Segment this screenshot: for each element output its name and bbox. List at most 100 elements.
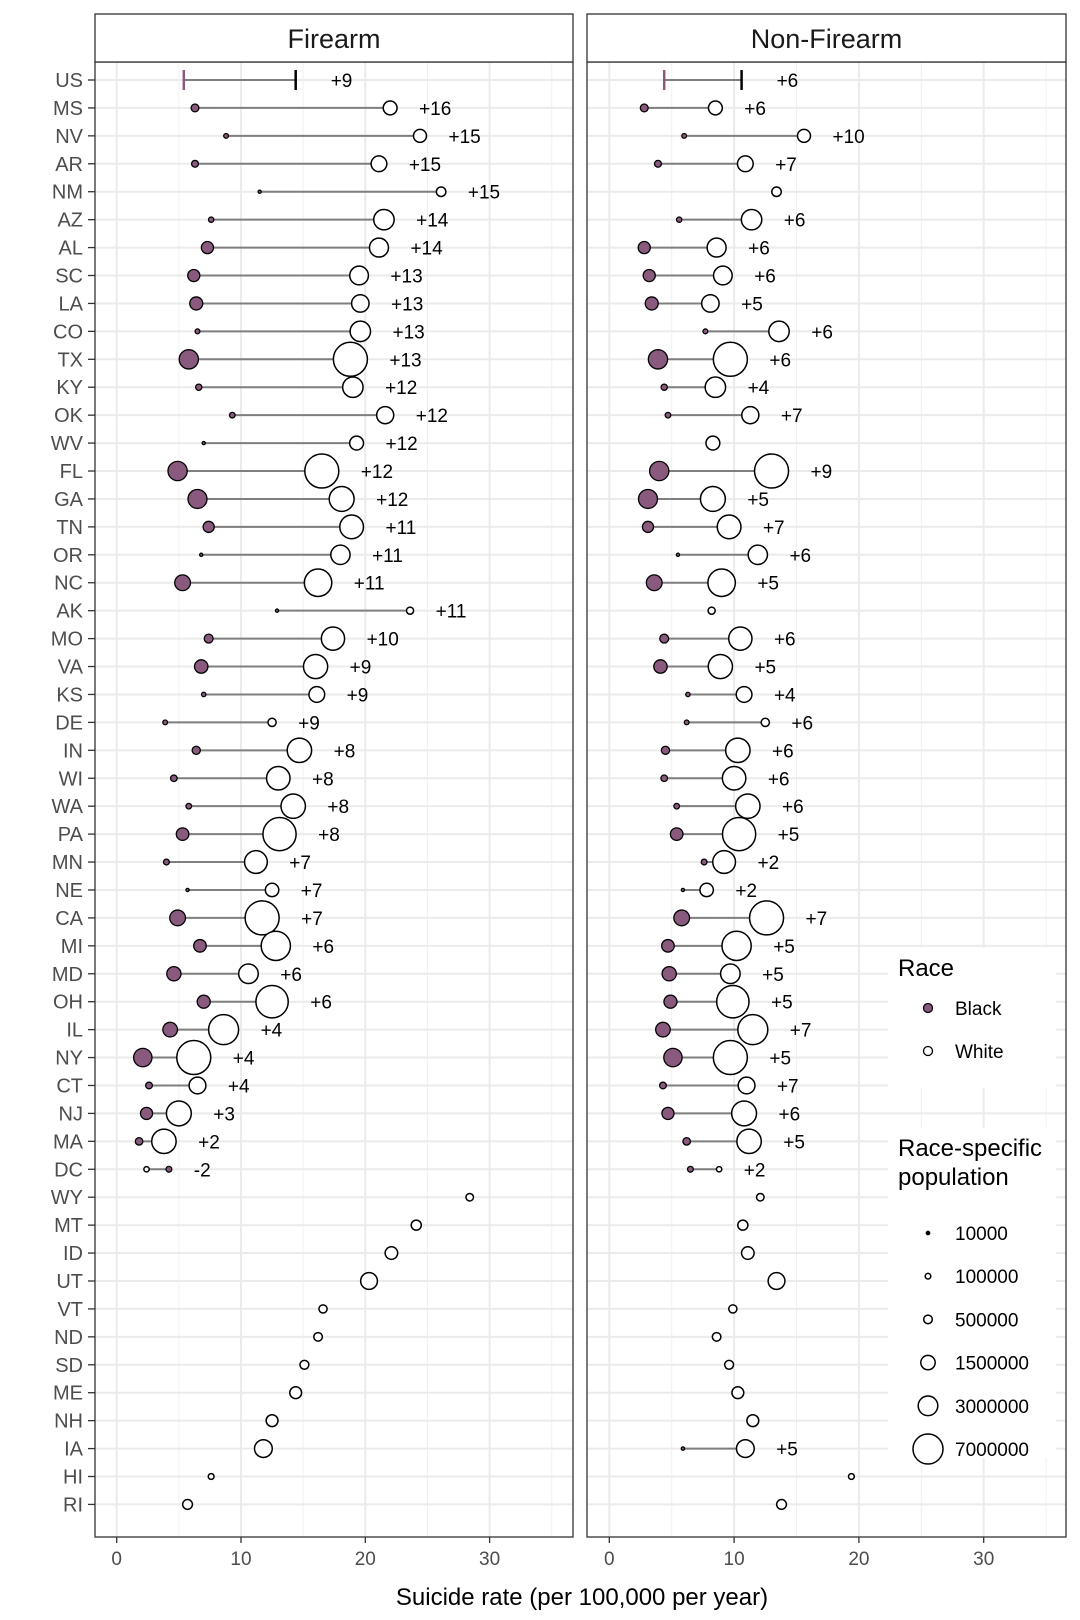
white-rate-point <box>264 882 280 898</box>
black-rate-point <box>673 802 681 810</box>
difference-label: +2 <box>735 881 757 902</box>
x-tick-label: 30 <box>479 1549 500 1570</box>
row-or: +6 <box>675 544 811 567</box>
black-rate-point <box>661 938 675 953</box>
row-ca: +7 <box>673 900 828 936</box>
row-fl: +9 <box>648 453 832 489</box>
white-rate-point <box>349 265 370 286</box>
y-tick-label: MA <box>53 1131 84 1153</box>
black-rate-point <box>190 159 200 168</box>
row-id <box>384 1246 399 1261</box>
row-ny: +5 <box>663 1039 791 1076</box>
black-rate-point <box>680 1446 686 1451</box>
panel-firearm: Firearm 0 10 20 30 +9 +16 +15 +15 +15 +14 +14 +13 +13… <box>94 13 574 1570</box>
black-rate-point <box>641 520 655 534</box>
row-la: +13 <box>189 293 423 315</box>
row-ak: +11 <box>274 602 466 623</box>
difference-label: +12 <box>376 490 408 511</box>
row-nh <box>265 1413 279 1428</box>
row-ut <box>359 1271 379 1291</box>
row-ca: +7 <box>169 900 323 936</box>
difference-label: +5 <box>741 294 763 315</box>
white-rate-point <box>707 606 716 615</box>
white-rate-point <box>368 237 390 258</box>
difference-label: +12 <box>361 462 393 483</box>
y-tick-label: MO <box>51 629 83 651</box>
row-co: +6 <box>702 320 833 343</box>
row-nc: +11 <box>174 568 385 598</box>
row-al: +14 <box>200 237 443 260</box>
x-tick-label: 0 <box>111 1549 122 1570</box>
black-rate-point <box>162 1021 179 1038</box>
row-nd <box>313 1331 324 1342</box>
row-va: +5 <box>653 653 776 680</box>
black-rate-point <box>132 1047 153 1068</box>
black-rate-point <box>187 488 208 510</box>
y-tick-label: KY <box>56 377 83 399</box>
black-rate-point <box>663 994 678 1009</box>
y-tick-label: PA <box>58 824 84 846</box>
row-il: +4 <box>162 1013 283 1046</box>
white-rate-point <box>767 1271 786 1291</box>
row-hi <box>847 1472 856 1481</box>
white-rate-point <box>313 1331 324 1342</box>
row-oh: +6 <box>196 984 332 1019</box>
row-us: +6 <box>662 70 798 92</box>
difference-label: +6 <box>772 741 794 762</box>
row-ky: +12 <box>194 376 417 399</box>
black-rate-point <box>178 349 200 370</box>
difference-label: +6 <box>310 993 332 1014</box>
row-sd <box>299 1359 310 1370</box>
difference-label: +5 <box>754 658 776 679</box>
y-tick-label: MD <box>52 964 83 986</box>
legend-size-label: 1500000 <box>955 1354 1029 1375</box>
black-rate-point <box>700 858 708 866</box>
row-ms: +6 <box>639 99 766 120</box>
white-rate-point <box>280 793 307 820</box>
x-tick-label: 20 <box>848 1549 869 1570</box>
difference-label: +14 <box>416 211 449 232</box>
difference-label: +7 <box>790 1021 812 1042</box>
black-rate-point <box>647 349 669 370</box>
white-rate-point <box>711 849 737 875</box>
black-rate-point <box>659 633 670 644</box>
difference-label: +3 <box>213 1104 235 1125</box>
y-tick-label: SD <box>55 1355 83 1377</box>
difference-label: +7 <box>301 881 323 902</box>
black-rate-point <box>637 488 659 510</box>
difference-label: +4 <box>748 378 770 399</box>
facet-strip <box>586 13 1067 63</box>
y-tick-label: DC <box>54 1159 83 1181</box>
white-rate-point <box>723 1359 735 1370</box>
row-ar: +15 <box>190 155 441 176</box>
x-tick-label: 10 <box>230 1549 251 1570</box>
white-rate-point <box>207 1472 215 1481</box>
white-rate-point <box>727 1304 738 1314</box>
black-rate-point <box>193 938 207 953</box>
difference-label: +5 <box>776 1440 798 1461</box>
legend-black-label: Black <box>955 999 1002 1020</box>
y-tick-label: AK <box>56 601 83 623</box>
y-tick-label: NC <box>54 573 83 595</box>
black-rate-point <box>639 103 649 113</box>
y-tick-label: IL <box>66 1020 83 1042</box>
row-pa: +5 <box>669 816 799 852</box>
white-rate-point <box>328 485 355 513</box>
white-rate-point <box>711 1331 722 1342</box>
y-tick-label: VT <box>57 1299 83 1321</box>
legend-black-key <box>922 1002 934 1014</box>
difference-label: +15 <box>409 155 441 176</box>
black-rate-point <box>174 574 192 592</box>
black-rate-point <box>658 1081 667 1090</box>
white-rate-point <box>382 100 398 116</box>
x-tick-label: 10 <box>724 1549 745 1570</box>
row-mo: +10 <box>203 626 399 651</box>
row-nh <box>746 1413 760 1428</box>
difference-label: +7 <box>806 909 828 930</box>
difference-label: +6 <box>312 937 334 958</box>
y-tick-label: VA <box>58 657 84 679</box>
white-rate-point <box>150 1128 177 1155</box>
white-rate-point <box>712 265 733 286</box>
white-rate-point <box>735 1438 755 1459</box>
black-rate-point <box>675 552 681 558</box>
